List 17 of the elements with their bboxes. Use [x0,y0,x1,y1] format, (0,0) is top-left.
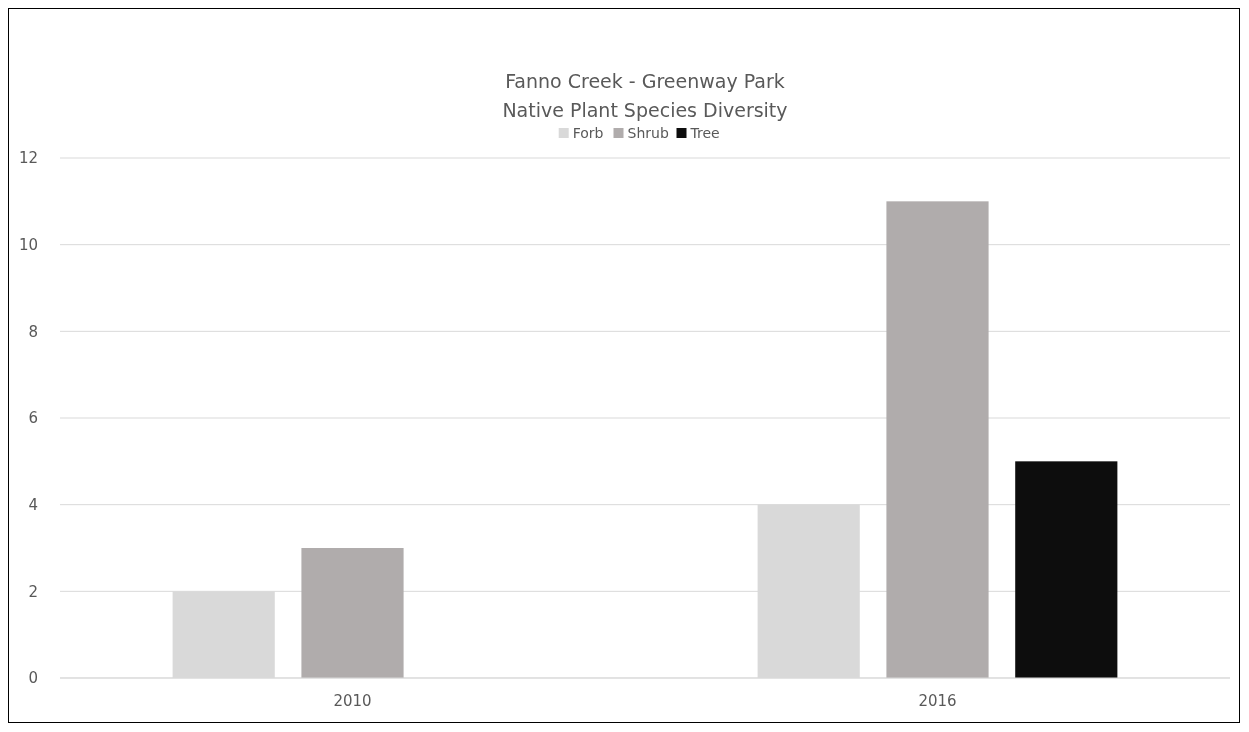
bar [886,201,989,678]
legend-label: Tree [689,125,720,141]
chart-title: Fanno Creek - Greenway Park [505,70,785,92]
y-tick-label: 10 [18,235,38,254]
y-tick-label: 8 [28,322,38,341]
y-tick-label: 0 [28,669,38,688]
x-tick-label: 2010 [333,692,372,710]
legend-label: Shrub [627,125,669,141]
x-tick-label: 2016 [918,692,957,710]
y-tick-label: 6 [28,409,38,428]
bar [1015,461,1118,678]
y-tick-label: 2 [28,582,38,601]
bar [301,548,404,678]
y-tick-label: 12 [18,149,38,168]
chart-subtitle: Native Plant Species Diversity [502,99,788,121]
legend-label: Forb [572,125,604,141]
y-tick-label: 4 [28,495,38,514]
